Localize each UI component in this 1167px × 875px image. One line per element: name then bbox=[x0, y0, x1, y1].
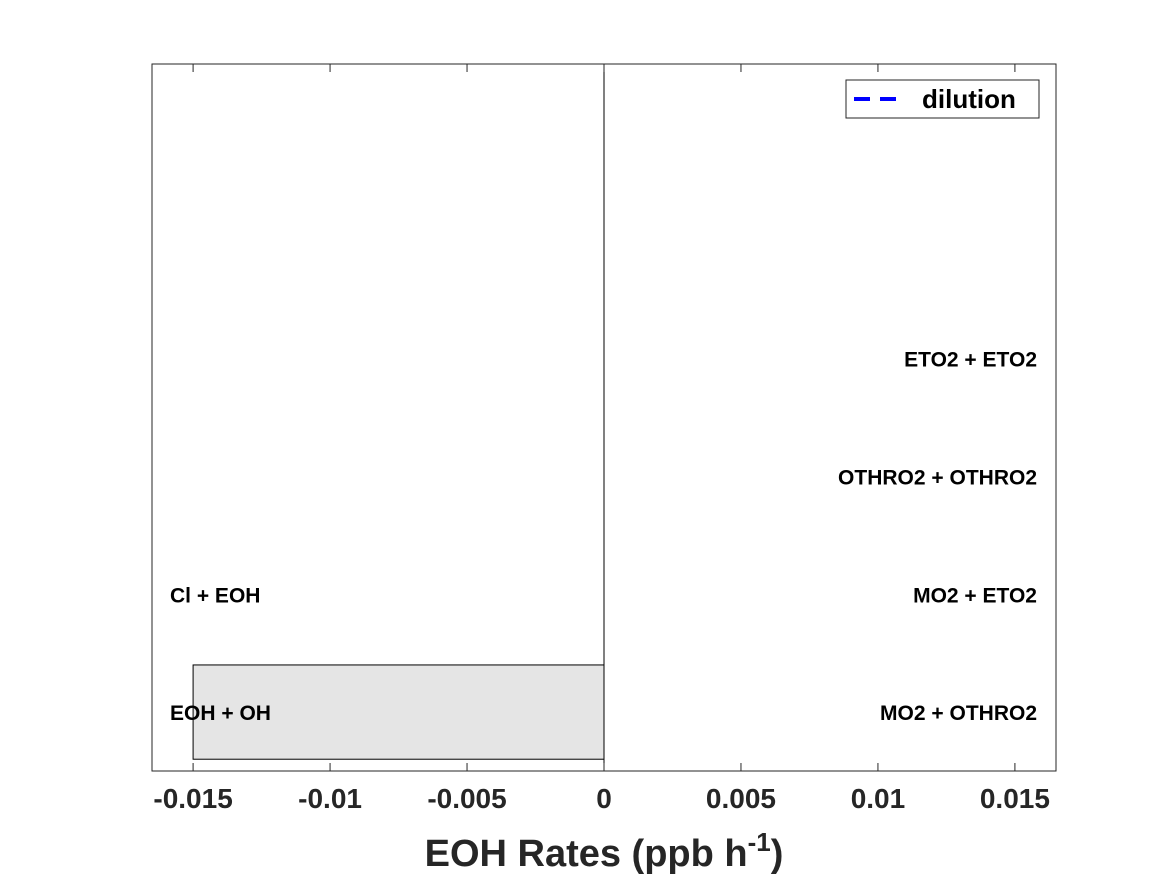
legend-box bbox=[845, 79, 1040, 119]
legend: dilution bbox=[845, 79, 1040, 119]
production-reaction-label: ETO2 + ETO2 bbox=[904, 349, 1037, 372]
x-axis-title-main: EOH Rates (ppb h bbox=[425, 833, 748, 875]
x-tick-label: 0.005 bbox=[706, 783, 776, 814]
x-tick-label: -0.01 bbox=[298, 783, 362, 814]
loss-reaction-label: EOH + OH bbox=[170, 702, 271, 725]
x-tick-label: -0.005 bbox=[427, 783, 506, 814]
legend-dilution-label: dilution bbox=[922, 84, 1016, 114]
x-tick-label: 0.015 bbox=[980, 783, 1050, 814]
production-reaction-label: MO2 + ETO2 bbox=[913, 584, 1037, 607]
production-reaction-label: OTHRO2 + OTHRO2 bbox=[838, 466, 1037, 489]
x-tick-label: -0.015 bbox=[153, 783, 232, 814]
bar-labels-group: EOH + OH Cl + EOH MO2 + OTHRO2 MO2 + ETO2 OT… bbox=[170, 349, 1037, 725]
x-tick-label: 0 bbox=[596, 783, 612, 814]
x-axis-title-superscript: -1 bbox=[748, 827, 771, 857]
x-axis-title: EOH Rates (ppb h-1) bbox=[425, 827, 784, 875]
bar-1 bbox=[192, 664, 605, 760]
x-tick-label: 0.01 bbox=[851, 783, 906, 814]
production-reaction-label: MO2 + OTHRO2 bbox=[880, 702, 1037, 725]
loss-reaction-label: Cl + EOH bbox=[170, 584, 260, 607]
ticks-group: -0.015 -0.01 -0.005 0 0.005 0.01 0.015 bbox=[153, 64, 1050, 814]
x-axis-title-suffix: ) bbox=[771, 833, 784, 875]
plot-frame bbox=[151, 63, 1057, 772]
bars-group bbox=[192, 664, 605, 760]
